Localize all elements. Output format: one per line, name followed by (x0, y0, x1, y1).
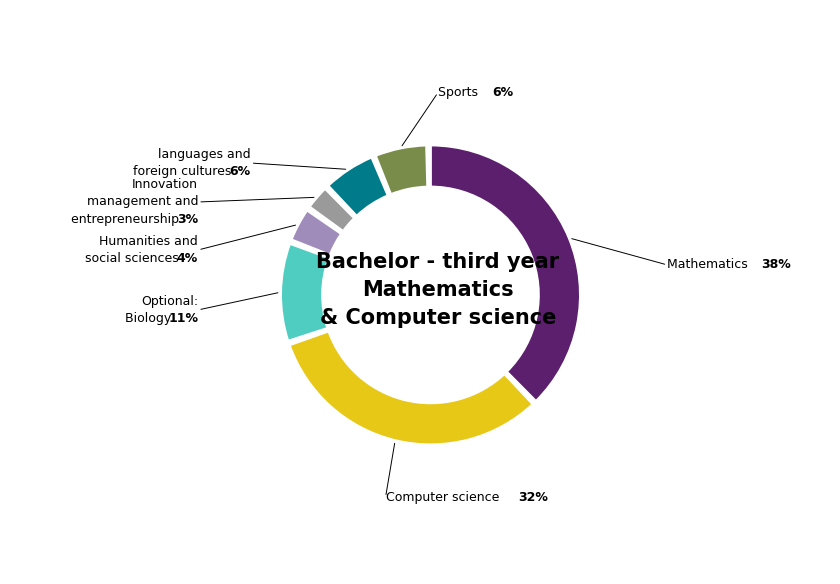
Text: 6%: 6% (492, 86, 514, 99)
Wedge shape (289, 331, 533, 445)
Text: Innovation: Innovation (132, 178, 198, 191)
Text: Sports: Sports (438, 86, 482, 99)
Text: 11%: 11% (168, 312, 198, 325)
Text: Bachelor - third year
Mathematics
& Computer science: Bachelor - third year Mathematics & Comp… (317, 252, 559, 328)
Wedge shape (375, 145, 428, 194)
Text: social sciences: social sciences (85, 252, 182, 265)
Wedge shape (328, 157, 388, 216)
Wedge shape (291, 210, 342, 255)
Text: 3%: 3% (177, 213, 198, 226)
Wedge shape (309, 189, 354, 231)
Text: 38%: 38% (761, 259, 790, 272)
Text: entrepreneurship: entrepreneurship (71, 213, 182, 226)
Text: Computer science: Computer science (386, 491, 503, 504)
Text: Biology: Biology (124, 312, 175, 325)
Text: Mathematics: Mathematics (667, 259, 752, 272)
Text: management and: management and (87, 196, 198, 208)
Text: languages and: languages and (158, 148, 250, 161)
Text: 6%: 6% (229, 165, 250, 178)
Text: 4%: 4% (177, 252, 198, 265)
Text: Optional:: Optional: (141, 295, 198, 308)
Text: 32%: 32% (518, 491, 548, 504)
Wedge shape (431, 145, 580, 401)
Wedge shape (281, 244, 329, 341)
Text: Humanities and: Humanities and (99, 235, 198, 248)
Text: foreign cultures: foreign cultures (133, 165, 235, 178)
